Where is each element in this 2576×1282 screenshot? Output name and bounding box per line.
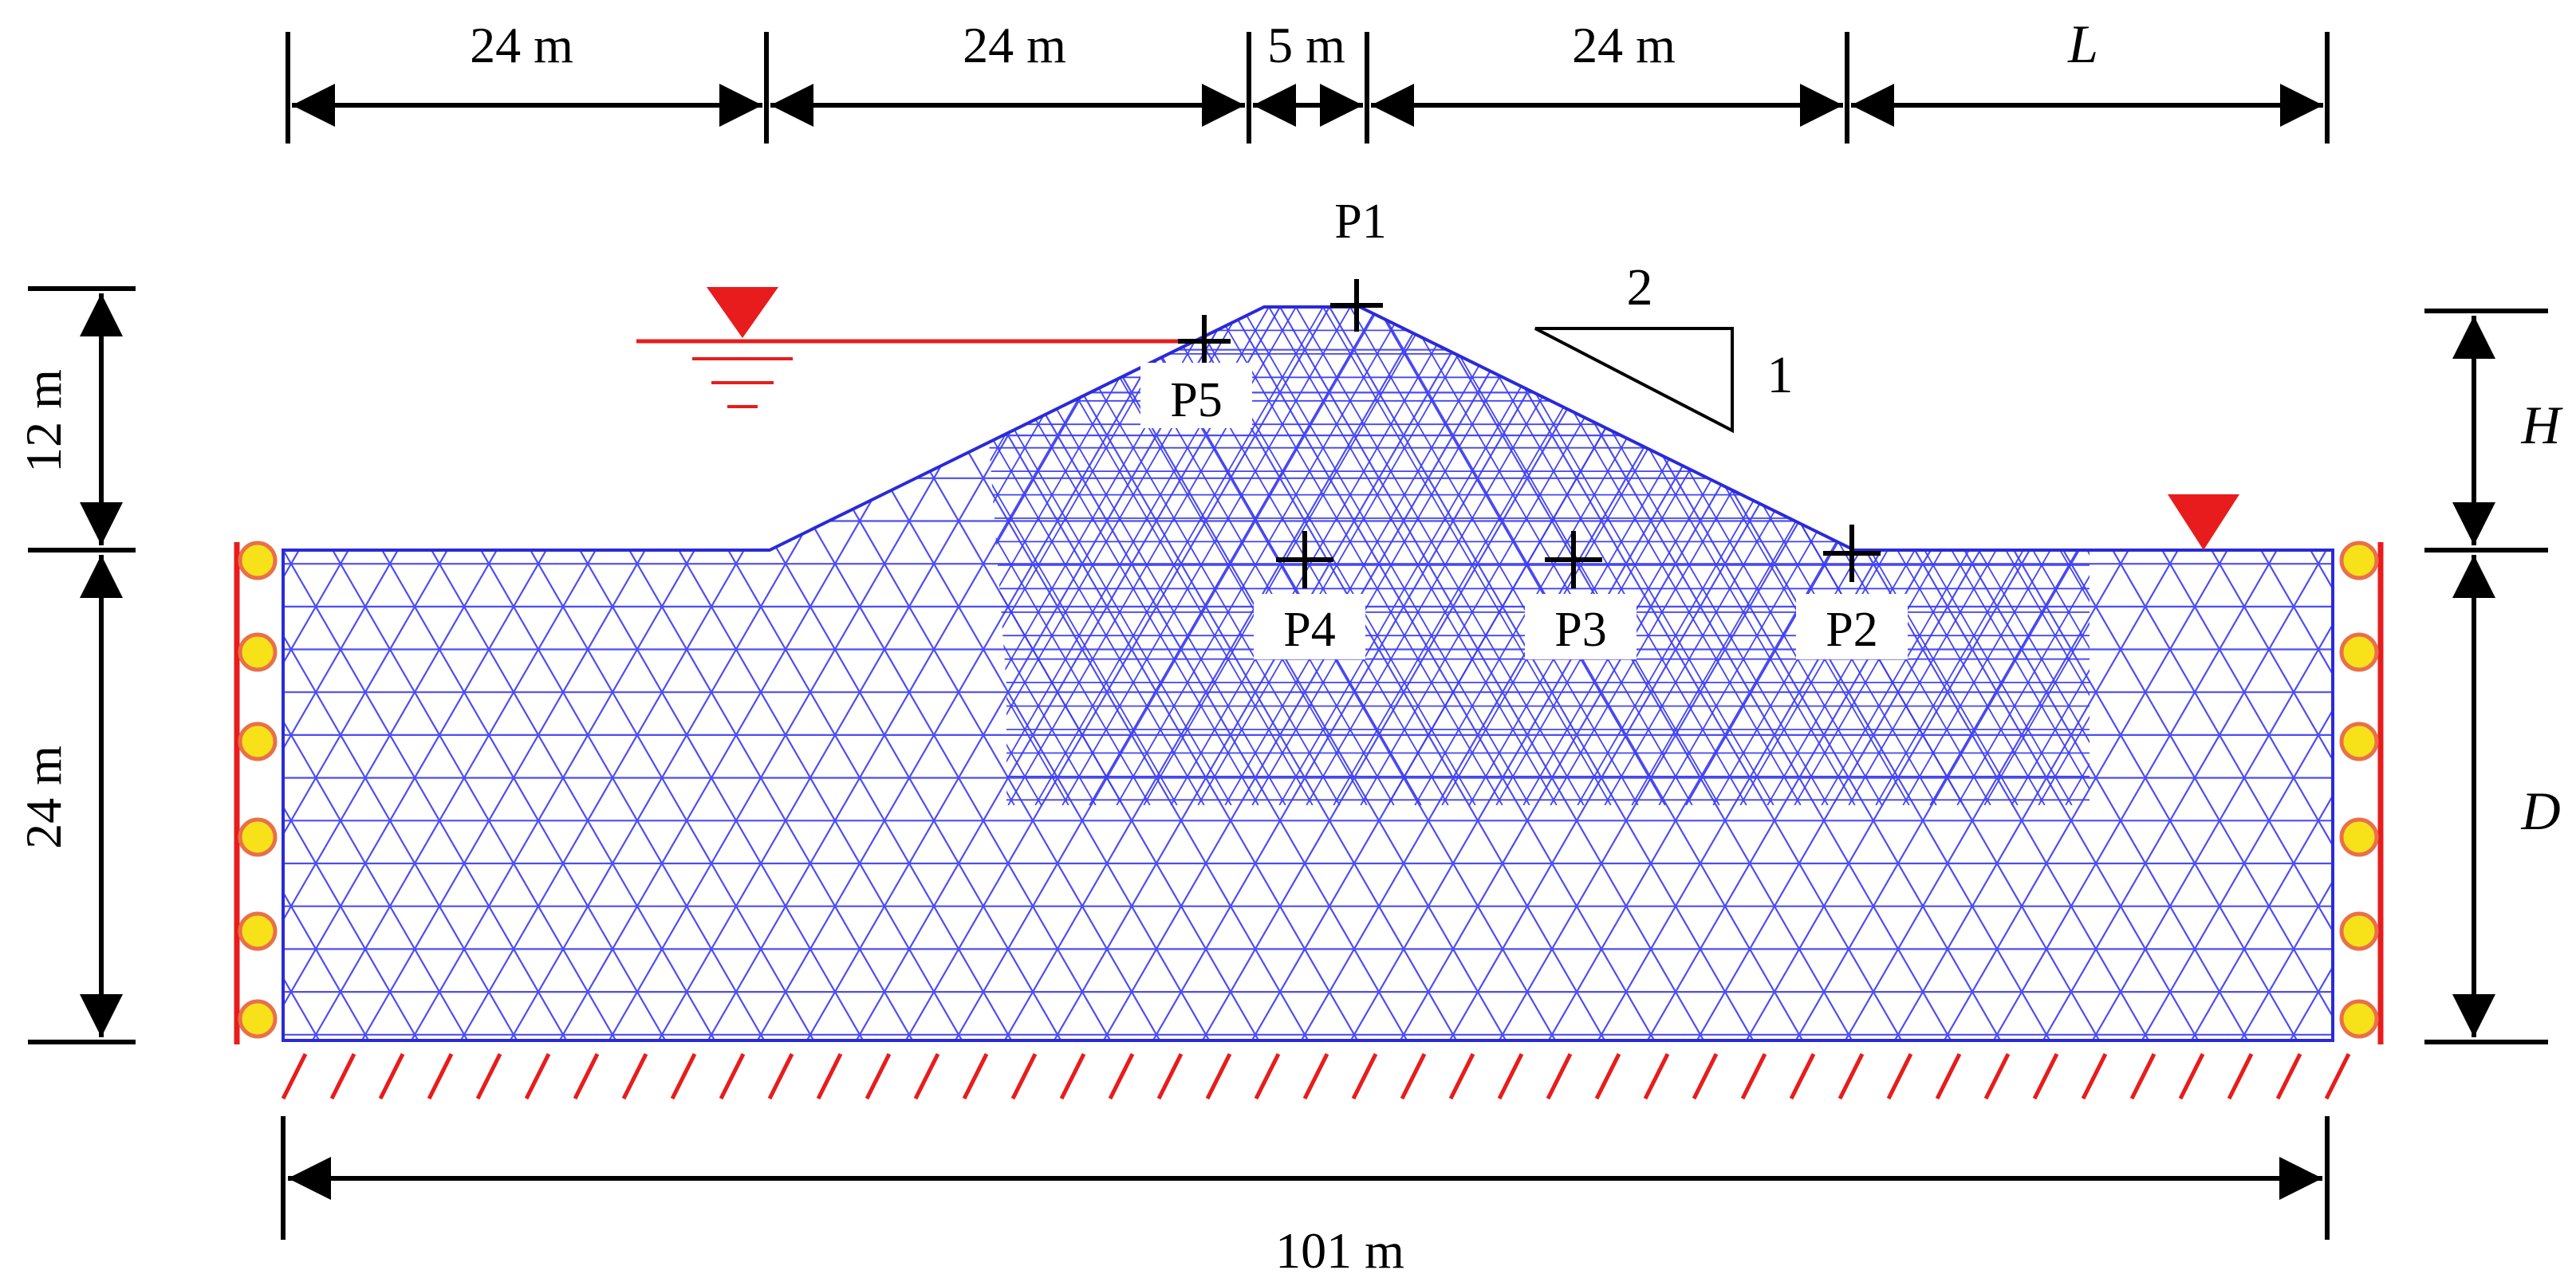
mesh-region bbox=[282, 305, 2334, 1042]
bottom-dim-label: 101 m bbox=[1275, 1222, 1404, 1279]
slope-ratio-run: 2 bbox=[1627, 258, 1653, 317]
boundary-conditions bbox=[234, 541, 2384, 1100]
right-dimensions bbox=[2424, 309, 2548, 1044]
mesh-outline bbox=[282, 305, 2334, 1042]
bottom-dimension bbox=[281, 1116, 2330, 1240]
point-p1-label: P1 bbox=[1334, 195, 1386, 249]
point-p3: P3 bbox=[1525, 531, 1637, 659]
top-dim-label-1: 24 m bbox=[470, 17, 573, 73]
mesh-lines bbox=[283, 307, 2333, 1040]
right-dim-label-upper: H bbox=[2520, 395, 2563, 455]
point-p2-label: P2 bbox=[1826, 603, 1877, 657]
fixed-base-hatch-icon bbox=[281, 1052, 2351, 1100]
roller-support-icon-left bbox=[238, 541, 278, 1039]
point-p5-label: P5 bbox=[1170, 373, 1222, 427]
point-p4-label: P4 bbox=[1283, 603, 1335, 657]
slope-triangle-icon bbox=[1534, 327, 1734, 434]
water-level-marker-icon bbox=[707, 287, 778, 338]
right-dim-label-lower: D bbox=[2520, 781, 2560, 841]
top-dim-label-4: 24 m bbox=[1572, 17, 1676, 73]
point-p5: P5 bbox=[1140, 315, 1252, 428]
point-p3-label: P3 bbox=[1554, 603, 1606, 657]
point-p1: P1 bbox=[1330, 195, 1387, 332]
left-dimensions bbox=[28, 286, 136, 1044]
slope-ratio-triangle: 2 1 bbox=[1534, 258, 1794, 434]
top-dim-label-2: 24 m bbox=[963, 17, 1066, 73]
monitoring-points: P1 P5 P4 P3 P2 bbox=[1140, 195, 1908, 659]
left-dim-label-upper: 12 m bbox=[15, 369, 72, 473]
left-dim-label-lower: 24 m bbox=[15, 745, 72, 849]
point-p2: P2 bbox=[1796, 525, 1908, 659]
slope-ratio-rise: 1 bbox=[1767, 346, 1794, 404]
top-dim-label-5: L bbox=[2067, 14, 2098, 74]
point-p2-label-bg bbox=[1796, 594, 1908, 659]
water-level-left bbox=[636, 287, 1228, 408]
point-p5-label-bg bbox=[1140, 363, 1252, 428]
point-p3-label-bg bbox=[1525, 594, 1637, 659]
point-p4: P4 bbox=[1254, 531, 1365, 659]
water-level-right bbox=[2168, 494, 2239, 550]
point-p4-label-bg bbox=[1254, 594, 1365, 659]
water-level-marker-icon bbox=[2168, 494, 2239, 550]
top-dimensions bbox=[286, 32, 2330, 144]
top-dim-label-3: 5 m bbox=[1267, 17, 1345, 73]
roller-support-icon-right bbox=[2339, 541, 2379, 1039]
